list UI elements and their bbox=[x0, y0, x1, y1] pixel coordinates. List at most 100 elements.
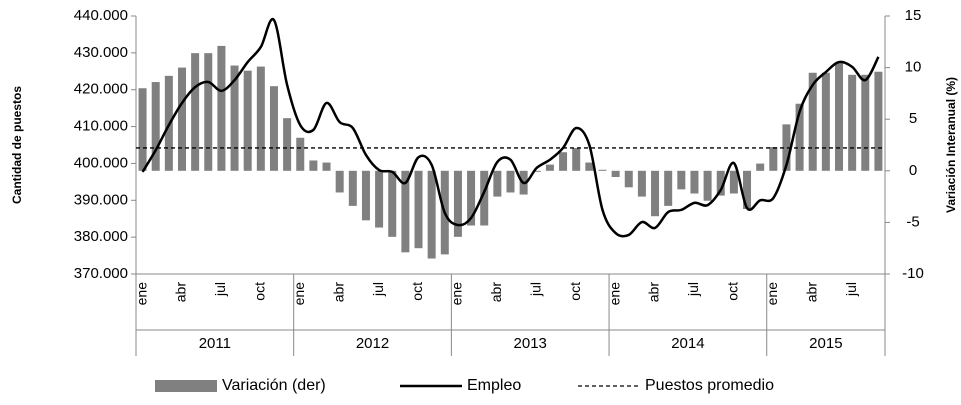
year-label: 2014 bbox=[671, 335, 704, 352]
legend-swatch bbox=[155, 380, 217, 392]
bar bbox=[204, 53, 213, 171]
bar bbox=[427, 170, 436, 259]
bar bbox=[348, 170, 357, 206]
bar bbox=[269, 86, 278, 171]
bar bbox=[585, 162, 594, 171]
bar bbox=[756, 163, 765, 171]
bar bbox=[874, 71, 883, 171]
x-tick-label: jul bbox=[212, 282, 228, 297]
y2-tick-label: -10 bbox=[902, 265, 924, 282]
bar bbox=[769, 147, 778, 171]
year-label: 2015 bbox=[809, 335, 842, 352]
x-tick-label: ene bbox=[291, 282, 307, 306]
y-tick-label: 390.000 bbox=[74, 191, 128, 208]
x-tick-label: abr bbox=[803, 282, 819, 303]
x-tick-label: jul bbox=[370, 282, 386, 297]
bar bbox=[322, 162, 331, 171]
bar bbox=[230, 65, 239, 171]
bar bbox=[388, 170, 397, 237]
bar bbox=[782, 124, 791, 171]
x-tick-label: ene bbox=[606, 282, 622, 306]
bar bbox=[821, 72, 830, 171]
x-tick-label: ene bbox=[449, 282, 465, 306]
x-tick-label: oct bbox=[252, 282, 268, 301]
bar bbox=[545, 164, 554, 171]
bar bbox=[283, 118, 292, 171]
bar bbox=[256, 66, 265, 171]
y-tick-label: 400.000 bbox=[74, 154, 128, 171]
y2-tick-label: 10 bbox=[905, 59, 922, 76]
x-tick-label: abr bbox=[488, 282, 504, 303]
year-label: 2011 bbox=[199, 335, 231, 352]
bar bbox=[480, 170, 489, 226]
x-tick-label: ene bbox=[764, 282, 780, 306]
line bbox=[141, 17, 880, 238]
bar bbox=[611, 170, 620, 177]
x-tick-label: jul bbox=[843, 282, 859, 297]
y-tick-label: 440.000 bbox=[74, 7, 128, 24]
bar bbox=[690, 170, 699, 194]
bar bbox=[677, 170, 686, 190]
bar bbox=[716, 170, 725, 196]
bar bbox=[651, 170, 660, 217]
bar bbox=[493, 170, 502, 197]
y-tick-label: 420.000 bbox=[74, 81, 128, 98]
legend-label: Variación (der) bbox=[222, 377, 326, 394]
y2-tick-label: 15 bbox=[905, 7, 922, 24]
bar bbox=[309, 160, 318, 171]
y2-axis-title: Variación Interanual (%) bbox=[944, 77, 958, 213]
bar bbox=[664, 170, 673, 206]
bar bbox=[559, 152, 568, 171]
y-tick-label: 380.000 bbox=[74, 228, 128, 245]
bar bbox=[729, 170, 738, 194]
bar bbox=[861, 74, 870, 171]
bar bbox=[467, 170, 476, 226]
y2-tick-label: -5 bbox=[906, 213, 919, 230]
bar bbox=[335, 170, 344, 193]
bar bbox=[375, 170, 384, 228]
x-tick-label: oct bbox=[409, 282, 425, 301]
bar bbox=[743, 170, 752, 209]
bar bbox=[572, 148, 581, 171]
bar bbox=[598, 169, 607, 171]
bar bbox=[296, 137, 305, 171]
bar bbox=[453, 170, 462, 237]
bar bbox=[138, 88, 147, 171]
bar bbox=[401, 170, 410, 253]
bar bbox=[191, 53, 200, 171]
x-tick-label: jul bbox=[527, 282, 543, 297]
year-label: 2013 bbox=[514, 335, 547, 352]
bar bbox=[703, 170, 712, 201]
y2-tick-label: 5 bbox=[909, 110, 917, 127]
bar bbox=[795, 103, 804, 171]
x-tick-label: abr bbox=[173, 282, 189, 303]
year-label: 2012 bbox=[356, 335, 389, 352]
y-tick-label: 430.000 bbox=[74, 44, 128, 61]
bar bbox=[177, 67, 186, 171]
x-tick-label: ene bbox=[133, 282, 149, 306]
bar bbox=[848, 74, 857, 171]
bar bbox=[361, 170, 370, 221]
x-tick-label: oct bbox=[567, 282, 583, 301]
bar bbox=[637, 170, 646, 197]
bar bbox=[243, 70, 252, 171]
y-axis-title: Cantidad de puestos bbox=[10, 86, 24, 204]
x-tick-label: abr bbox=[330, 282, 346, 303]
y2-tick-label: 0 bbox=[909, 162, 917, 179]
bar bbox=[414, 170, 423, 249]
bar bbox=[151, 82, 160, 171]
bar bbox=[624, 170, 633, 188]
x-tick-label: jul bbox=[685, 282, 701, 297]
bar bbox=[217, 45, 226, 171]
x-tick-label: oct bbox=[725, 282, 741, 301]
y-tick-label: 410.000 bbox=[74, 118, 128, 135]
legend-label: Puestos promedio bbox=[645, 377, 774, 394]
legend-label: Empleo bbox=[467, 377, 521, 394]
bar bbox=[506, 170, 515, 193]
bar bbox=[835, 62, 844, 171]
x-tick-label: abr bbox=[646, 282, 662, 303]
bar bbox=[532, 170, 541, 172]
y-tick-label: 370.000 bbox=[74, 265, 128, 282]
bar bbox=[808, 72, 817, 171]
